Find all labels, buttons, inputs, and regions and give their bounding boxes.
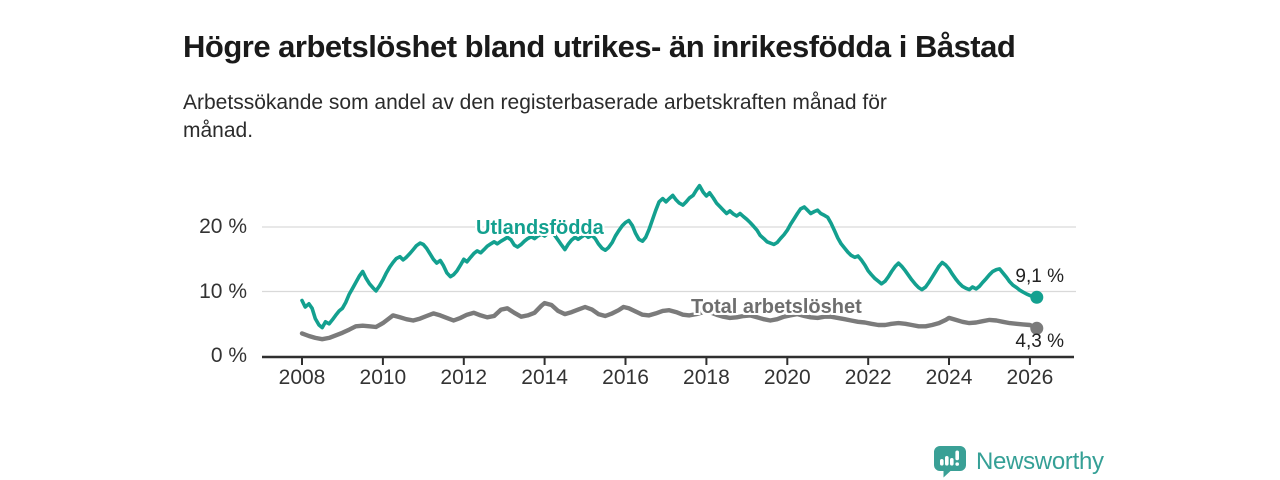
x-tick-label: 2024 [925,366,973,389]
y-tick-label: 20 % [199,215,247,238]
x-tick-label: 2016 [602,366,649,389]
x-tick-label: 2012 [440,366,488,389]
x-tick-label: 2026 [1006,366,1054,389]
series-end-dot [1030,290,1044,304]
page-title: Högre arbetslöshet bland utrikes- än inr… [183,28,1016,64]
newsworthy-logo-icon [933,445,967,478]
x-tick-label: 2020 [763,366,811,389]
y-tick-label: 0 % [210,344,247,367]
series-line-utlandsfodda [300,183,1039,330]
x-tick-label: 2010 [359,366,407,389]
x-tick-label: 2018 [683,366,730,389]
newsworthy-logo-link[interactable]: Newsworthy [933,445,1104,478]
x-tick-label: 2008 [278,366,326,389]
series-label-total-arbetsloshet: Total arbetslöshet [691,296,862,318]
chart-subtitle: Arbetssökande som andel av den registerb… [183,91,887,142]
end-value-label-utlandsfodda: 9,1 % [1015,266,1064,287]
series-line-total [299,300,1040,342]
newsworthy-logo-text: Newsworthy [976,447,1104,475]
end-value-label-total: 4,3 % [1015,331,1064,352]
y-tick-label: 10 % [199,279,247,303]
x-tick-label: 2022 [844,366,892,389]
series-label-utlandsfodda: Utlandsfödda [476,217,604,239]
x-tick-label: 2014 [521,366,568,389]
